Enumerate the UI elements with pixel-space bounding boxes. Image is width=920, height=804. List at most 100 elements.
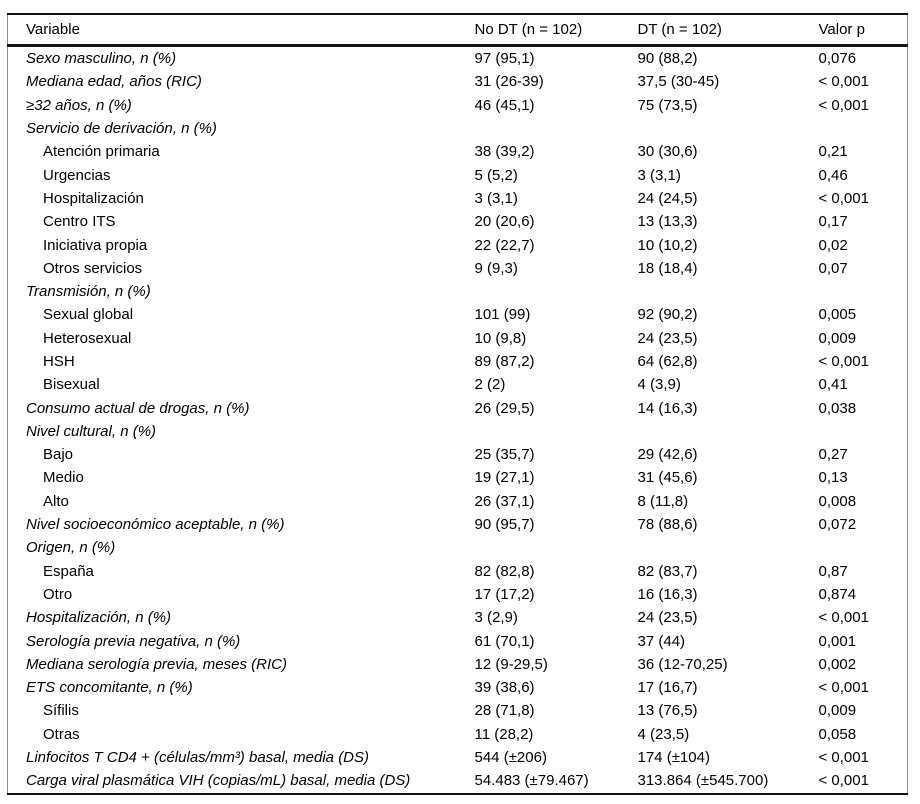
table-row: Sexo masculino, n (%) 97 (95,1) 90 (88,2… bbox=[8, 46, 908, 71]
row-p-value bbox=[819, 117, 908, 140]
table-row: Otro 17 (17,2) 16 (16,3) 0,874 bbox=[8, 583, 908, 606]
row-variable-label: Heterosexual bbox=[43, 329, 132, 347]
row-dt-value: 29 (42,6) bbox=[637, 446, 698, 464]
row-dt-value: 14 (16,3) bbox=[637, 399, 698, 417]
row-dt-value: 13 (13,3) bbox=[637, 213, 698, 231]
row-dt-value: 16 (16,3) bbox=[637, 585, 698, 603]
table-row: Linfocitos T CD4 + (células/mm³) basal, … bbox=[8, 746, 908, 769]
row-p-value: 0,07 bbox=[818, 259, 848, 277]
row-p-value: 0,038 bbox=[818, 399, 857, 417]
row-variable-label: Sífilis bbox=[43, 702, 79, 720]
row-variable-label: Otras bbox=[43, 725, 80, 743]
row-dt-value: 31 (45,6) bbox=[637, 469, 698, 487]
row-variable-label: Bajo bbox=[43, 446, 74, 464]
row-p-value: 0,009 bbox=[818, 329, 857, 347]
row-variable-label: Sexual global bbox=[43, 306, 134, 324]
row-variable-label: Origen, n (%) bbox=[26, 539, 116, 557]
row-dt-value: 37,5 (30-45) bbox=[637, 73, 720, 91]
table-row: HSH 89 (87,2) 64 (62,8) < 0,001 bbox=[8, 350, 908, 373]
row-p-value: < 0,001 bbox=[818, 749, 869, 767]
row-dt-value bbox=[638, 280, 819, 303]
clinical-table-container: Variable No DT (n = 102) DT (n = 102) Va… bbox=[7, 13, 908, 795]
row-no-dt-value bbox=[475, 420, 638, 443]
row-p-value: < 0,001 bbox=[818, 772, 869, 790]
row-dt-value: 18 (18,4) bbox=[637, 259, 698, 277]
table-row: ETS concomitante, n (%) 39 (38,6) 17 (16… bbox=[8, 676, 908, 699]
row-dt-value: 36 (12-70,25) bbox=[637, 655, 728, 673]
row-no-dt-value: 82 (82,8) bbox=[474, 562, 535, 580]
table-row: Hospitalización, n (%) 3 (2,9) 24 (23,5)… bbox=[8, 606, 908, 629]
table-row: Centro ITS 20 (20,6) 13 (13,3) 0,17 bbox=[8, 210, 908, 233]
row-no-dt-value: 12 (9-29,5) bbox=[474, 655, 548, 673]
row-variable-label: ETS concomitante, n (%) bbox=[26, 679, 193, 697]
row-dt-value: 64 (62,8) bbox=[637, 353, 698, 370]
row-dt-value: 78 (88,6) bbox=[637, 516, 698, 534]
row-dt-value: 4 (3,9) bbox=[637, 376, 681, 394]
table-row: ≥32 años, n (%) 46 (45,1) 75 (73,5) < 0,… bbox=[8, 94, 908, 117]
row-p-value: < 0,001 bbox=[818, 189, 869, 207]
row-p-value: < 0,001 bbox=[818, 353, 869, 370]
table-row: Otros servicios 9 (9,3) 18 (18,4) 0,07 bbox=[8, 257, 908, 280]
row-dt-value: 82 (83,7) bbox=[637, 562, 698, 580]
table-row: España 82 (82,8) 82 (83,7) 0,87 bbox=[8, 560, 908, 583]
row-no-dt-value: 90 (95,7) bbox=[474, 516, 535, 534]
row-no-dt-value: 3 (2,9) bbox=[474, 609, 518, 627]
table-row: Heterosexual 10 (9,8) 24 (23,5) 0,009 bbox=[8, 327, 908, 350]
row-no-dt-value: 20 (20,6) bbox=[474, 213, 535, 231]
row-variable-label: Atención primaria bbox=[43, 143, 160, 161]
row-dt-value: 90 (88,2) bbox=[637, 50, 698, 68]
table-row: Sífilis 28 (71,8) 13 (76,5) 0,009 bbox=[8, 699, 908, 722]
row-no-dt-value: 46 (45,1) bbox=[474, 96, 535, 114]
row-no-dt-value: 38 (39,2) bbox=[474, 143, 535, 161]
table-row: Medio 19 (27,1) 31 (45,6) 0,13 bbox=[8, 466, 908, 489]
row-variable-label: España bbox=[43, 562, 94, 580]
table-row: Alto 26 (37,1) 8 (11,8) 0,008 bbox=[8, 490, 908, 513]
row-variable-label: Otro bbox=[43, 585, 73, 603]
row-variable-label: Transmisión, n (%) bbox=[26, 283, 151, 301]
row-no-dt-value: 3 (3,1) bbox=[474, 189, 518, 207]
row-variable-label: Serología previa negativa, n (%) bbox=[26, 632, 241, 650]
row-dt-value bbox=[638, 536, 819, 559]
row-dt-value: 13 (76,5) bbox=[637, 702, 698, 720]
row-no-dt-value: 31 (26-39) bbox=[474, 73, 544, 91]
row-variable-label: Bisexual bbox=[43, 376, 100, 394]
table-row: Otras 11 (28,2) 4 (23,5) 0,058 bbox=[8, 723, 908, 746]
row-p-value: 0,27 bbox=[818, 446, 848, 464]
table-row: Hospitalización 3 (3,1) 24 (24,5) < 0,00… bbox=[8, 187, 908, 210]
row-p-value: < 0,001 bbox=[818, 679, 869, 697]
row-p-value: 0,009 bbox=[818, 702, 857, 720]
col-header-no-dt: No DT (n = 102) bbox=[474, 14, 638, 47]
row-no-dt-value: 2 (2) bbox=[474, 376, 506, 394]
table-row: Atención primaria 38 (39,2) 30 (30,6) 0,… bbox=[8, 140, 908, 163]
table-row: Nivel socioeconómico aceptable, n (%) 90… bbox=[8, 513, 908, 536]
table-row: Iniciativa propia 22 (22,7) 10 (10,2) 0,… bbox=[8, 233, 908, 256]
table-row: Nivel cultural, n (%) bbox=[8, 420, 908, 443]
row-variable-label: Linfocitos T CD4 + (células/mm³) basal, … bbox=[26, 749, 370, 767]
row-no-dt-value: 97 (95,1) bbox=[474, 50, 535, 68]
row-variable-label: Hospitalización, n (%) bbox=[26, 609, 172, 627]
table-row: Bajo 25 (35,7) 29 (42,6) 0,27 bbox=[8, 443, 908, 466]
row-no-dt-value: 5 (5,2) bbox=[474, 166, 518, 184]
row-no-dt-value: 26 (29,5) bbox=[474, 399, 535, 417]
header-row: Variable No DT (n = 102) DT (n = 102) Va… bbox=[7, 14, 908, 47]
row-p-value bbox=[819, 280, 908, 303]
col-header-valor-p: Valor p bbox=[818, 14, 908, 47]
row-no-dt-value: 9 (9,3) bbox=[474, 259, 518, 277]
row-variable-label: Nivel cultural, n (%) bbox=[26, 422, 157, 440]
row-p-value: 0,874 bbox=[818, 585, 857, 603]
table-row: Origen, n (%) bbox=[8, 536, 908, 559]
col-header-dt: DT (n = 102) bbox=[637, 14, 819, 47]
row-dt-value bbox=[638, 117, 819, 140]
row-dt-value bbox=[638, 420, 819, 443]
row-variable-label: Consumo actual de drogas, n (%) bbox=[26, 399, 250, 417]
row-variable-label: Mediana edad, años (RIC) bbox=[26, 73, 202, 91]
row-p-value: 0,001 bbox=[818, 632, 857, 650]
row-variable-label: Alto bbox=[43, 492, 69, 510]
row-dt-value: 92 (90,2) bbox=[637, 306, 698, 324]
row-variable-label: Centro ITS bbox=[43, 213, 116, 231]
table-row: Carga viral plasmática VIH (copias/mL) b… bbox=[8, 769, 908, 793]
row-dt-value: 75 (73,5) bbox=[637, 96, 698, 114]
row-dt-value: 37 (44) bbox=[637, 632, 686, 650]
row-p-value: 0,076 bbox=[818, 50, 857, 68]
row-no-dt-value: 26 (37,1) bbox=[474, 492, 535, 510]
